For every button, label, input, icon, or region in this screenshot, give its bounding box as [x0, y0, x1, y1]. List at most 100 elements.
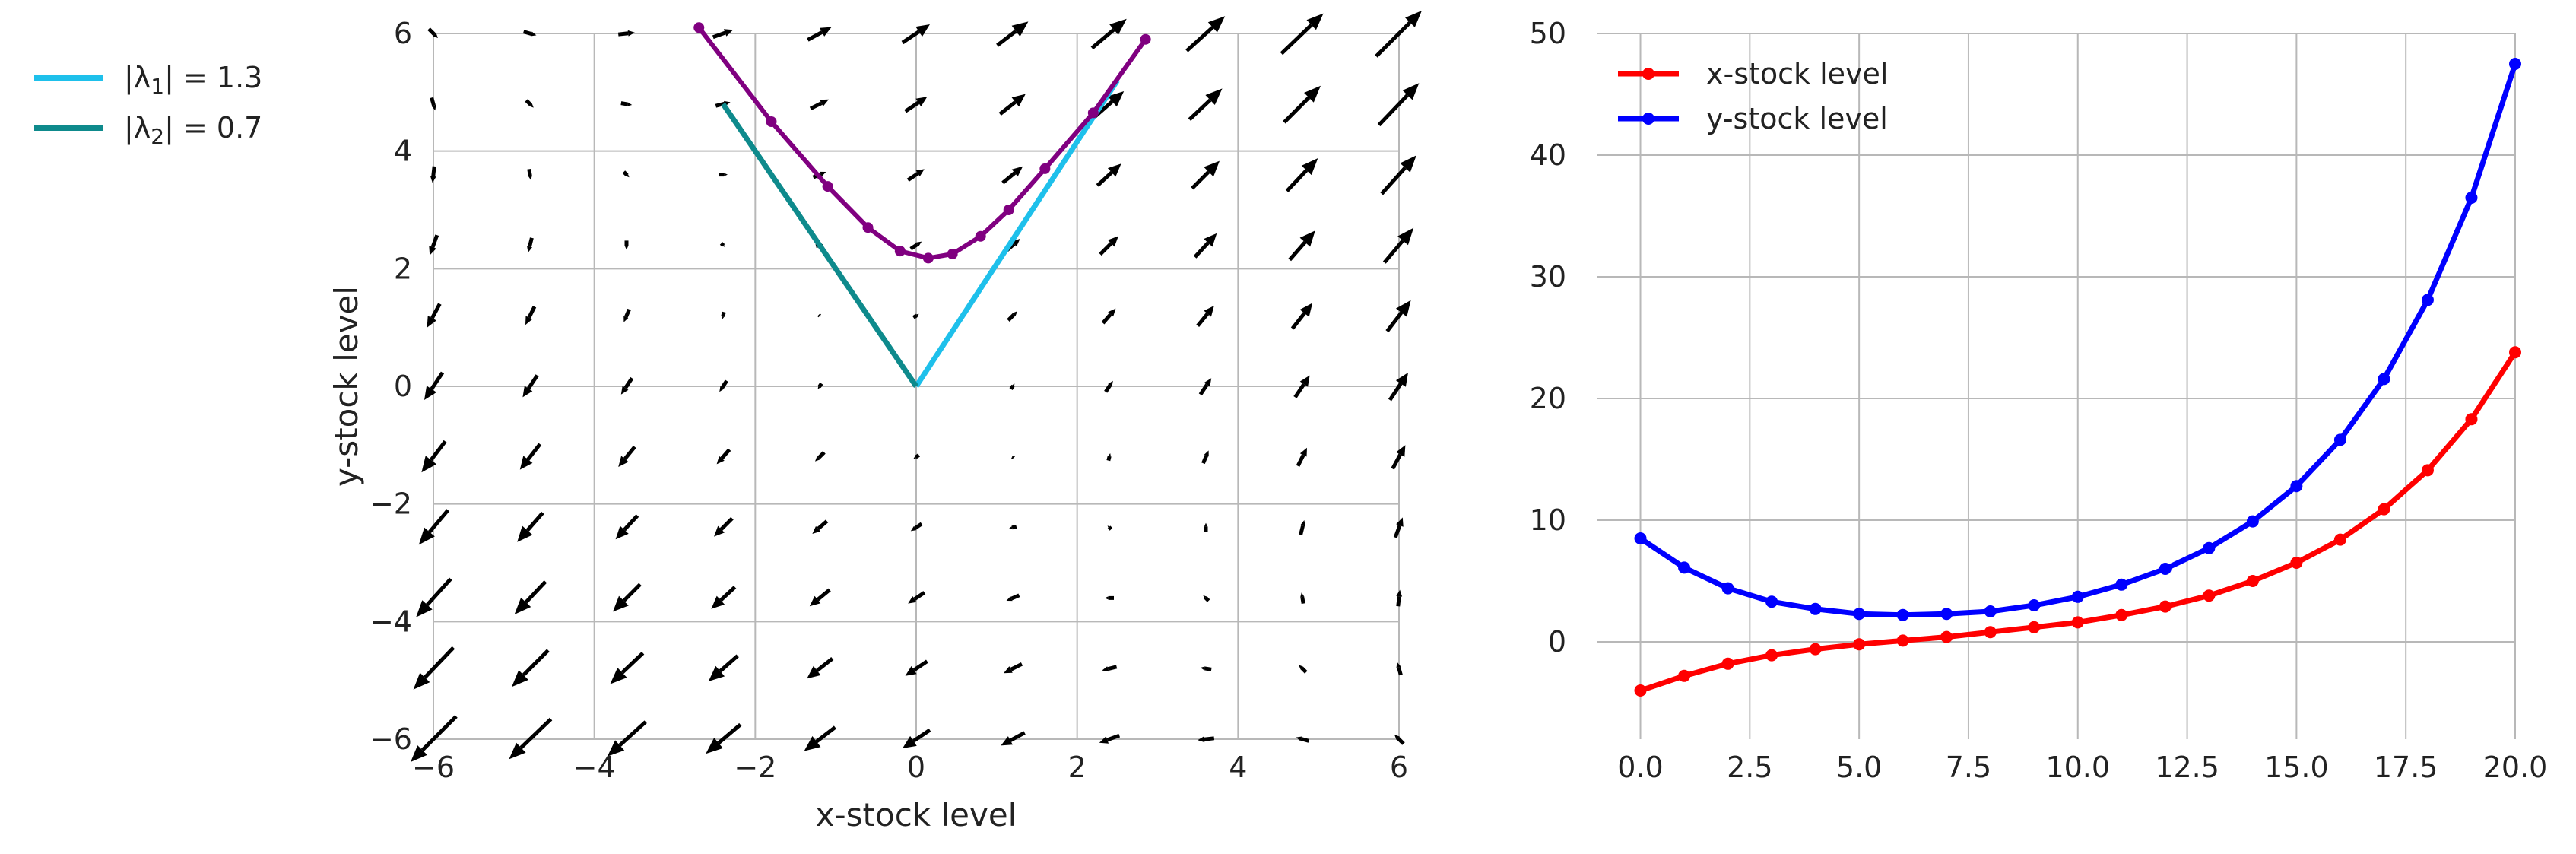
quiver-arrow-head: [915, 97, 928, 107]
quiver-arrow: [720, 379, 728, 389]
quiver-arrow-head: [627, 102, 633, 106]
quiver-arrow: [430, 97, 436, 106]
quiver-arrow-head: [1004, 666, 1013, 674]
quiver-arrow: [817, 519, 829, 531]
quiver-arrow: [809, 101, 823, 111]
quiver-arrow-head: [607, 740, 625, 757]
legend-label-2: |λ2| = 0.7: [124, 111, 262, 149]
quiver-arrow-head: [627, 30, 635, 37]
legend-subscript: 2: [151, 124, 164, 149]
series-point: [2333, 433, 2346, 446]
quiver-arrow-head: [416, 600, 433, 617]
quiver-arrow-head: [1299, 230, 1315, 247]
series-point: [1940, 630, 1953, 643]
y-tick-label: 0: [1548, 625, 1566, 659]
trajectory-line: [696, 26, 1148, 261]
quiver-arrow: [1101, 313, 1112, 325]
quiver-arrow: [1104, 384, 1112, 393]
y-tick-label: 6: [394, 17, 412, 50]
y-tick-label: 0: [394, 370, 412, 403]
quiver-arrow: [430, 303, 442, 319]
series-point: [2246, 575, 2259, 587]
quiver-arrow-head: [1001, 736, 1013, 746]
quiver-arrow-head: [1105, 596, 1109, 600]
quiver-arrows: [411, 11, 1422, 762]
series-point: [2509, 58, 2521, 70]
trajectory-point: [1003, 205, 1014, 215]
quiver-arrow: [431, 166, 436, 177]
quiver-arrow: [1300, 666, 1308, 674]
quiver-arrow: [519, 717, 553, 749]
quiver-arrow: [906, 172, 919, 182]
quiver-arrow: [817, 451, 826, 459]
x-tick-label: 5.0: [1836, 751, 1882, 784]
quiver-arrow-head: [413, 672, 430, 690]
series-point: [2509, 346, 2521, 359]
series-point: [1940, 608, 1953, 621]
quiver-arrow: [998, 100, 1017, 116]
quiver-arrow-head: [424, 386, 437, 400]
quiver-arrow: [1188, 98, 1212, 122]
quiver-arrow-head: [1200, 666, 1205, 671]
series-point: [2028, 621, 2041, 633]
y-tick-label: −2: [370, 487, 412, 521]
y-tick-label: 4: [394, 135, 412, 168]
quiver-arrow-head: [615, 525, 629, 540]
series-point: [1984, 626, 1997, 639]
y-tick-label: −4: [370, 605, 412, 638]
quiver-arrow: [1107, 525, 1113, 531]
quiver-arrow-head: [527, 246, 532, 252]
quiver-arrow: [913, 591, 926, 601]
series-point: [2421, 294, 2434, 306]
quiver-arrow-head: [1011, 166, 1023, 177]
x-tick-label: −6: [412, 751, 455, 784]
trajectory-point: [1087, 107, 1099, 119]
quiver-arrow: [1300, 737, 1310, 743]
quiver-arrow-head: [1299, 447, 1307, 457]
trajectory-point: [947, 249, 958, 259]
series-point: [1809, 643, 1822, 656]
series-point: [2378, 503, 2390, 516]
quiver-arrow: [719, 516, 734, 531]
legend-subscript: 1: [151, 74, 164, 99]
series-point: [2465, 413, 2478, 426]
quiver-arrow: [1185, 26, 1214, 52]
quiver-arrow: [527, 306, 537, 319]
quiver-arrow-head: [1203, 595, 1207, 598]
quiver-arrow: [524, 580, 547, 604]
quiver-arrow: [904, 100, 920, 113]
x-tick-label: −2: [734, 751, 776, 784]
quiver-arrow-head: [804, 735, 821, 751]
quiver-arrow-head: [1108, 380, 1113, 387]
quiver-arrow-head: [807, 665, 821, 679]
series-point: [1896, 634, 1909, 647]
quiver-arrow: [528, 237, 534, 247]
quiver-arrow-head: [1009, 526, 1013, 529]
quiver-arrow: [1001, 171, 1017, 185]
series-point: [2421, 464, 2434, 477]
series-point: [2071, 616, 2084, 629]
quiver-arrow-head: [708, 665, 725, 681]
quiver-arrow: [1388, 383, 1403, 402]
trajectory-point: [766, 116, 777, 127]
y-axis-label: y-stock level: [328, 286, 365, 487]
series-point: [2378, 373, 2390, 386]
quiver-arrow: [912, 313, 918, 319]
quiver-arrow: [618, 720, 647, 747]
time-series-panel: 0.0 2.5 5.0 7.5 10.0 12.5 15.0 17.5 20.0 0 10 20 30 4…: [1530, 17, 2548, 784]
y-tick-label: 40: [1530, 138, 1566, 172]
y-tick-label: 50: [1530, 17, 1566, 50]
y-tick-label: 2: [394, 252, 412, 285]
series-point: [1809, 602, 1822, 615]
quiver-arrow-head: [706, 738, 723, 754]
quiver-arrow: [525, 511, 544, 532]
quiver-arrow: [807, 30, 823, 42]
quiver-arrow: [1296, 454, 1305, 467]
series-point: [1765, 595, 1778, 608]
x-axis-label: x-stock level: [816, 796, 1017, 833]
quiver-arrow-head: [1306, 13, 1324, 30]
series-point: [1896, 608, 1909, 621]
quiver-arrow: [424, 646, 455, 679]
y-tick-label: 30: [1530, 260, 1566, 294]
quiver-arrow: [623, 514, 639, 532]
